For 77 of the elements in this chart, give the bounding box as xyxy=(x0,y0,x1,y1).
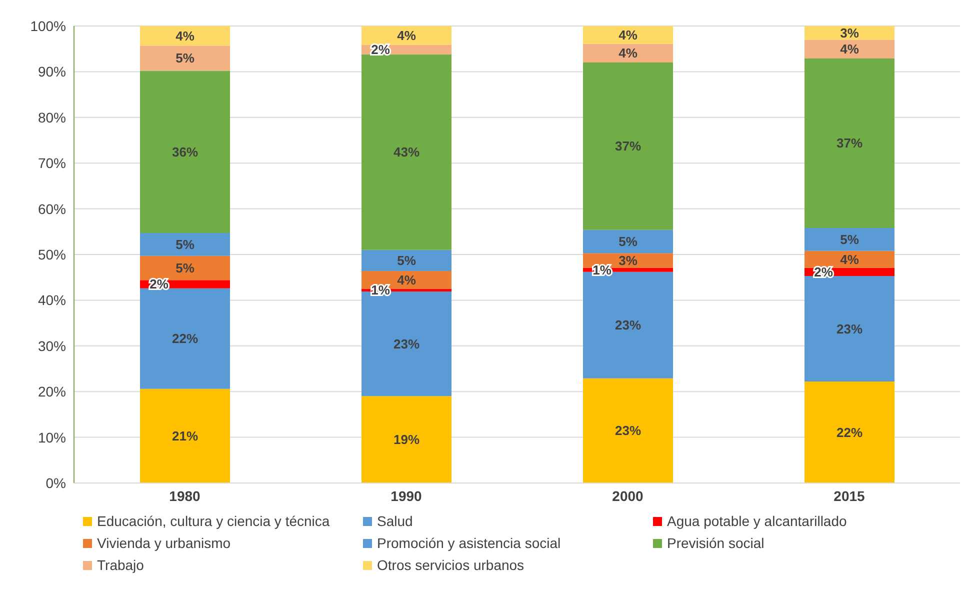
data-label: 2% xyxy=(814,264,834,280)
bar xyxy=(583,26,673,44)
y-tick-label: 0% xyxy=(46,474,66,491)
data-label: 5% xyxy=(176,50,195,66)
y-tick-label: 30% xyxy=(38,338,66,354)
data-label: 19% xyxy=(393,432,420,448)
data-label: 23% xyxy=(614,318,642,333)
data-label: 1% xyxy=(371,282,390,298)
data-label: 2% xyxy=(150,276,169,292)
y-tick-label: 20% xyxy=(38,384,66,400)
legend-label: Previsión social xyxy=(667,535,764,551)
data-label: 4% xyxy=(840,252,860,267)
y-tick-label: 40% xyxy=(38,292,66,308)
legend-label: Salud xyxy=(377,513,413,529)
data-label: 23% xyxy=(836,321,863,336)
data-label: 4% xyxy=(397,28,416,43)
y-tick-label: 50% xyxy=(38,246,66,262)
data-label: 3% xyxy=(840,25,860,40)
y-tick-label: 80% xyxy=(38,109,66,126)
data-label: 5% xyxy=(840,232,860,247)
bar xyxy=(583,230,673,254)
data-label: 5% xyxy=(176,260,195,276)
y-tick-label: 10% xyxy=(38,429,66,446)
bar xyxy=(804,40,894,58)
legend-label: Otros servicios urbanos xyxy=(377,557,524,573)
bar xyxy=(583,378,673,483)
data-label: 37% xyxy=(614,138,642,154)
data-label: 23% xyxy=(614,423,642,438)
x-tick-label: 1990 xyxy=(390,488,422,504)
x-tick-label: 2000 xyxy=(612,488,644,504)
bar xyxy=(804,58,894,228)
bar xyxy=(804,26,894,40)
bar xyxy=(804,228,894,251)
bar xyxy=(140,46,230,71)
legend-label: Promoción y asistencia social xyxy=(377,535,561,551)
bar xyxy=(362,54,452,250)
x-tick-label: 2015 xyxy=(834,488,866,504)
bar xyxy=(583,62,673,230)
data-label: 5% xyxy=(176,236,195,252)
bar xyxy=(140,288,230,389)
data-label: 21% xyxy=(172,428,198,444)
legend-label: Agua potable y alcantarillado xyxy=(667,513,847,529)
data-label: 37% xyxy=(836,136,863,151)
bar xyxy=(804,382,894,483)
bar xyxy=(140,256,230,280)
bar xyxy=(804,276,894,382)
data-label: 4% xyxy=(618,46,638,61)
y-tick-label: 70% xyxy=(38,155,66,172)
bar xyxy=(804,250,894,268)
data-label: 22% xyxy=(836,424,863,440)
data-label: 22% xyxy=(172,331,198,346)
bar xyxy=(362,396,452,483)
bar xyxy=(140,388,230,483)
data-label: 43% xyxy=(393,144,420,160)
legend-label: Educación, cultura y ciencia y técnica xyxy=(97,513,330,529)
data-label: 5% xyxy=(618,234,638,249)
legend-label: Vivienda y urbanismo xyxy=(97,535,231,551)
bar xyxy=(583,44,673,63)
y-tick-label: 90% xyxy=(38,64,66,80)
y-tick-label: 60% xyxy=(38,200,66,217)
data-label: 4% xyxy=(397,272,416,288)
data-label: 2% xyxy=(371,42,390,58)
data-label: 5% xyxy=(397,252,416,268)
y-tick-label: 100% xyxy=(30,18,66,34)
bar xyxy=(362,26,452,45)
bar xyxy=(140,233,230,256)
data-label: 23% xyxy=(393,336,420,352)
bar xyxy=(140,26,230,46)
bar xyxy=(362,250,452,271)
data-label: 4% xyxy=(176,28,195,44)
bar xyxy=(140,70,230,234)
legend-label: Trabajo xyxy=(97,557,144,573)
x-tick-label: 1980 xyxy=(169,488,201,504)
data-label: 3% xyxy=(618,252,638,268)
data-label: 4% xyxy=(840,42,860,57)
data-label: 36% xyxy=(172,144,198,160)
data-label: 4% xyxy=(618,27,638,42)
